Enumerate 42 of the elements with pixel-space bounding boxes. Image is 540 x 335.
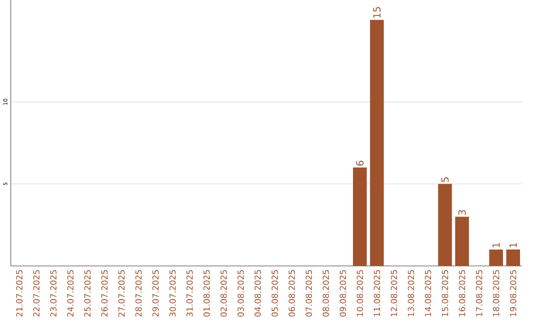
data-label: 15 (373, 7, 381, 18)
x-tick-label: 04.08.2025 (254, 270, 261, 317)
x-tick-label: 25.07.2025 (84, 270, 91, 317)
x-tick-label: 21.07.2025 (16, 270, 22, 317)
x-tick-label: 10.08.2025 (356, 270, 364, 316)
x-tick-label: 06.08.2025 (288, 270, 295, 317)
x-tick-label: 11.08.2025 (374, 270, 380, 316)
x-tick-label: 30.07.2025 (169, 270, 176, 317)
x-tick-label: 14.08.2025 (424, 270, 432, 316)
x-tick-label: 03.08.2025 (238, 270, 244, 317)
x-tick-label: 26.07.2025 (101, 270, 108, 317)
x-tick-label: 17.08.2025 (476, 270, 482, 316)
data-label: 1 (510, 243, 517, 248)
x-tick-label: 18.08.2025 (492, 270, 500, 316)
x-tick-label: 19.08.2025 (510, 270, 516, 316)
x-tick-label: 27.07.2025 (118, 270, 125, 317)
x-tick-label: 08.08.2025 (322, 270, 329, 317)
x-tick-label: 15.08.2025 (442, 270, 448, 316)
bar (506, 250, 520, 266)
data-label: 5 (441, 177, 449, 182)
bar (352, 168, 367, 266)
x-tick-label: 16.08.2025 (458, 270, 466, 316)
x-tick-label: 02.08.2025 (220, 270, 227, 317)
x-tick-label: 05.08.2025 (272, 270, 278, 317)
x-tick-label: 12.08.2025 (390, 270, 398, 316)
x-tick-label: 23.07.2025 (50, 270, 57, 317)
x-tick-label: 07.08.2025 (306, 270, 312, 317)
bar (370, 20, 384, 266)
x-tick-label: 28.07.2025 (135, 270, 142, 317)
x-tick-label: 13.08.2025 (408, 270, 414, 316)
data-label: 6 (356, 160, 364, 166)
x-tick-label: 29.07.2025 (152, 270, 159, 317)
x-tick-label: 01.08.2025 (203, 270, 210, 317)
x-tick-label: 31.07.2025 (186, 270, 193, 317)
bar (438, 184, 452, 266)
bar (455, 216, 469, 266)
bar (489, 250, 503, 266)
data-label: 3 (458, 210, 466, 215)
data-label: 1 (492, 243, 500, 248)
x-tick-label: 24.07.2025 (67, 270, 74, 317)
x-tick-label: 09.08.2025 (340, 270, 346, 317)
x-tick-label: 22.07.2025 (33, 270, 40, 317)
